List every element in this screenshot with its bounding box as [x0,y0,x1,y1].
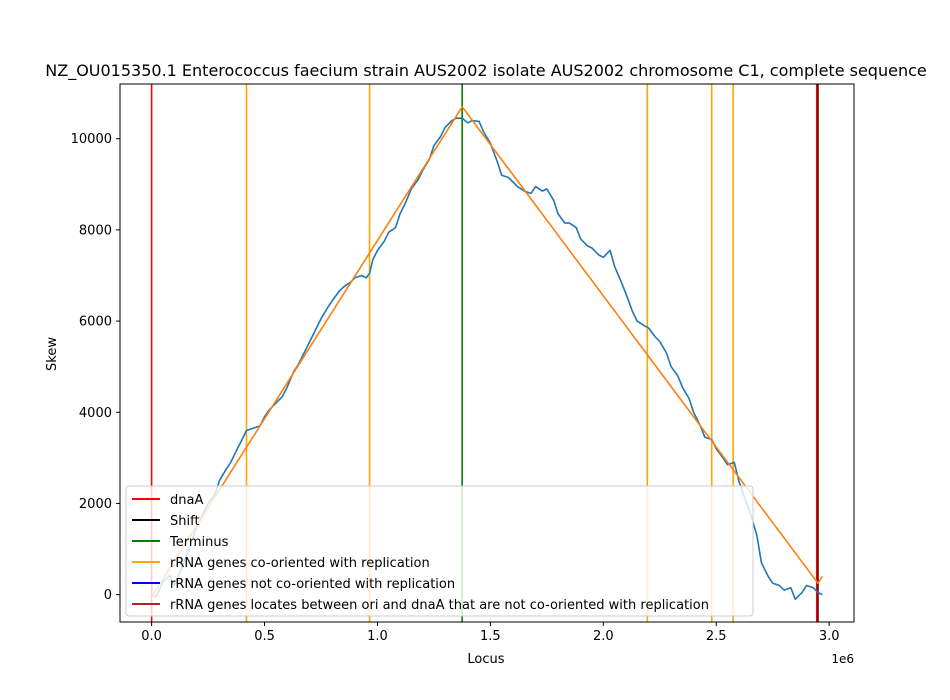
x-axis-offset-label: 1e6 [831,652,854,666]
chart-title: NZ_OU015350.1 Enterococcus faecium strai… [45,61,926,81]
x-tick-label: 1.5 [480,629,501,644]
legend-label: dnaA [170,493,203,508]
y-tick-label: 6000 [79,315,112,330]
x-tick-label: 2.5 [706,629,727,644]
y-axis-label: Skew [45,337,60,371]
legend-label: Shift [170,514,200,529]
legend-label: Terminus [169,535,229,550]
series-line-0 [151,117,823,601]
series-line-1 [150,106,824,598]
legend-label: rRNA genes not co-oriented with replicat… [170,577,455,592]
x-tick-label: 0.0 [141,629,162,644]
y-tick-label: 0 [104,588,112,603]
x-tick-label: 2.0 [593,629,614,644]
legend-box [125,485,754,617]
axes: 0.0 0.5 1.0 1.5 2.0 2.5 3.0 0 2000 4000 6000 8000 10… [71,83,855,644]
x-tick-label: 1.0 [367,629,388,644]
x-axis-label: Locus [467,652,504,667]
y-tick-label: 10000 [71,132,112,147]
plot-area [150,84,824,622]
x-tick-label: 0.5 [254,629,275,644]
y-tick-label: 4000 [79,406,112,421]
y-tick-label: 8000 [79,223,112,238]
legend-label: rRNA genes locates between ori and dnaA … [170,598,709,613]
x-tick-label: 3.0 [819,629,840,644]
axes-frame [119,83,855,623]
y-tick-label: 2000 [79,497,112,512]
legend: dnaA Shift Terminus rRNA genes co-oriented … [125,485,754,617]
legend-label: rRNA genes co-oriented with replication [170,556,430,571]
